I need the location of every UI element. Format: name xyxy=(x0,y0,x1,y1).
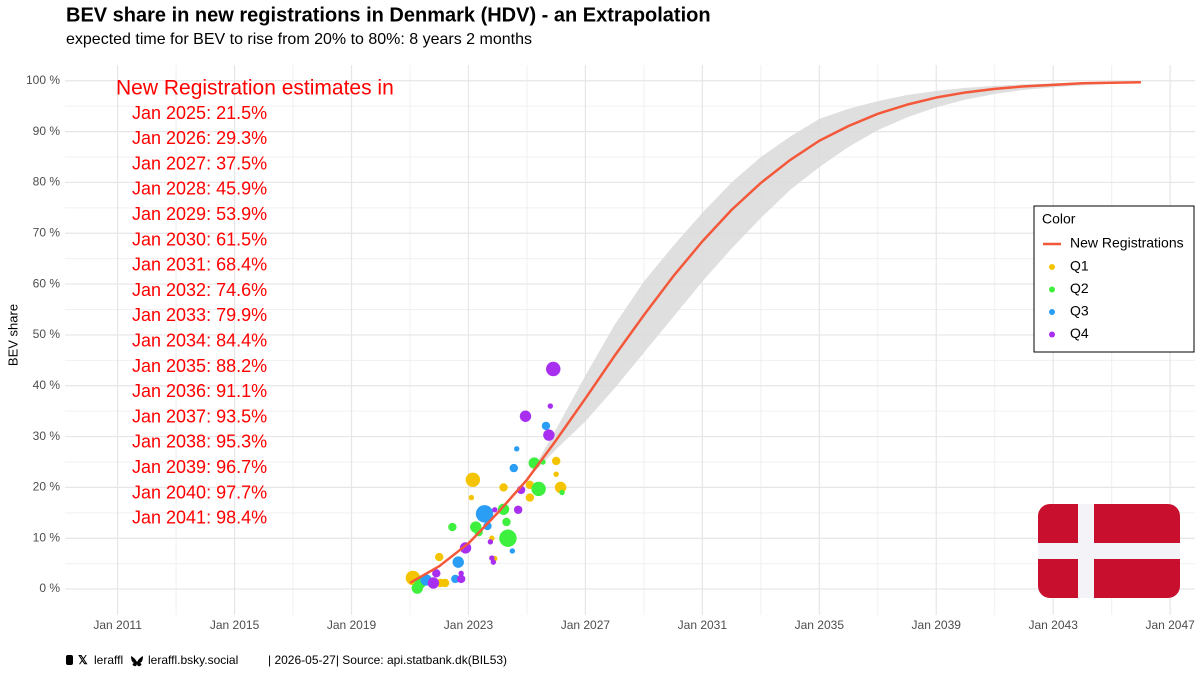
svg-text:𝕏: 𝕏 xyxy=(78,653,88,667)
y-tick-label: 30 % xyxy=(33,429,61,443)
confidence-band xyxy=(526,81,1141,480)
scatter-point xyxy=(465,472,481,487)
y-tick-label: 50 % xyxy=(33,327,61,341)
annotation-line: Jan 2041: 98.4% xyxy=(132,508,267,528)
scatter-point xyxy=(432,569,441,578)
legend-label: Q4 xyxy=(1070,325,1089,341)
scatter-point xyxy=(468,494,475,501)
scatter-point xyxy=(490,559,497,565)
scatter-point xyxy=(519,410,532,422)
annotation-line: Jan 2026: 29.3% xyxy=(132,128,267,148)
scatter-point xyxy=(541,421,551,431)
scatter-point xyxy=(448,522,457,532)
scatter-point xyxy=(475,505,494,523)
legend-swatch xyxy=(1049,264,1055,270)
scatter-point xyxy=(559,489,565,496)
scatter-point xyxy=(547,403,554,409)
legend-label: Q3 xyxy=(1070,303,1089,319)
scatter-point xyxy=(489,555,495,561)
legend-swatch xyxy=(1049,286,1055,293)
annotation-line: Jan 2033: 79.9% xyxy=(132,305,267,325)
annotation-line: Jan 2037: 93.5% xyxy=(132,406,267,426)
x-tick-label: Jan 2047 xyxy=(1145,618,1195,632)
scatter-point xyxy=(459,542,472,554)
scatter-point xyxy=(451,574,460,584)
chart-title: BEV share in new registrations in Denmar… xyxy=(66,4,711,26)
legend-label: New Registrations xyxy=(1070,235,1184,251)
x-tick-label: Jan 2011 xyxy=(93,618,142,632)
x-tick-label: Jan 2035 xyxy=(795,618,845,632)
annotation-line: Jan 2040: 97.7% xyxy=(132,482,267,502)
scatter-point xyxy=(509,463,518,473)
annotation-line: Jan 2028: 45.9% xyxy=(132,179,267,199)
line xyxy=(409,81,1141,585)
scatter-point xyxy=(531,481,546,497)
annotation-line: Jan 2032: 74.6% xyxy=(132,280,267,300)
scatter-point xyxy=(525,493,535,502)
scatter-point xyxy=(499,529,517,547)
chart-subtitle: expected time for BEV to rise from 20% t… xyxy=(66,31,532,48)
annotation-line: Jan 2031: 68.4% xyxy=(132,255,267,275)
legend-label: Q1 xyxy=(1070,258,1089,274)
y-tick-label: 10 % xyxy=(33,530,61,544)
scatter-point xyxy=(427,577,440,589)
y-tick-label: 40 % xyxy=(33,378,61,392)
annotation-line: Jan 2036: 91.1% xyxy=(132,381,267,401)
scatter-point xyxy=(440,578,450,588)
legend-swatch xyxy=(1049,309,1055,315)
x-tick-label: Jan 2023 xyxy=(444,618,494,632)
scatter-point xyxy=(543,429,555,441)
scatter-point xyxy=(452,556,464,568)
scatter-point xyxy=(487,539,494,545)
legend: Color New Registrations Q1 Q2 Q3 Q4 xyxy=(1033,205,1195,353)
scatter-point xyxy=(514,446,520,452)
annotation-line: Jan 2039: 96.7% xyxy=(132,457,267,477)
y-tick-label: 20 % xyxy=(33,480,61,494)
annotation-line: Jan 2025: 21.5% xyxy=(132,103,267,123)
y-axis-title: BEV share xyxy=(5,304,20,366)
legend-title: Color xyxy=(1042,211,1076,227)
footer-bsky: leraffl.bsky.social xyxy=(148,653,238,667)
annotation-line: Jan 2030: 61.5% xyxy=(132,229,267,249)
scatter-point xyxy=(553,471,559,477)
x-tick-label: Jan 2043 xyxy=(1029,618,1079,632)
scatter-point xyxy=(546,361,561,377)
scatter-point xyxy=(456,574,466,584)
footer-handle: leraffl xyxy=(94,653,123,667)
y-tick-label: 100 % xyxy=(26,73,60,87)
annotation-line: Jan 2038: 95.3% xyxy=(132,432,267,452)
scatter-point xyxy=(499,483,508,492)
scatter-point xyxy=(497,503,510,515)
annotation-line: Jan 2034: 84.4% xyxy=(132,330,267,350)
scatter-point xyxy=(551,456,561,466)
annotation-line: Jan 2027: 37.5% xyxy=(132,153,267,173)
x-tick-label: Jan 2027 xyxy=(561,618,611,632)
scatter-point xyxy=(492,507,498,513)
annotation-title: New Registration estimates in xyxy=(116,77,394,100)
annotation-line: Jan 2029: 53.9% xyxy=(132,204,267,224)
x-tick-label: Jan 2031 xyxy=(678,618,728,632)
y-tick-label: 0 % xyxy=(39,581,60,595)
x-tick-label: Jan 2039 xyxy=(912,618,962,632)
y-tick-label: 90 % xyxy=(33,124,61,138)
scatter-point xyxy=(513,505,523,514)
scatter-point xyxy=(458,570,464,577)
footer-meta: | 2026-05-27| Source: api.statbank.dk(BI… xyxy=(268,653,507,667)
x-tick-label: Jan 2019 xyxy=(327,618,377,632)
x-tick-label: Jan 2015 xyxy=(210,618,260,632)
scatter-point xyxy=(435,552,444,562)
flag xyxy=(1038,504,1180,598)
y-tick-label: 60 % xyxy=(33,276,61,290)
plot-area xyxy=(405,81,1141,594)
annotation-line: Jan 2035: 88.2% xyxy=(132,356,267,376)
footer: 𝕏 leraffl leraffl.bsky.social | 2026-05-… xyxy=(66,653,507,667)
y-tick-label: 80 % xyxy=(33,175,61,189)
scatter-point xyxy=(502,517,511,527)
scatter-point xyxy=(509,548,516,554)
legend-swatch xyxy=(1049,331,1055,338)
legend-label: Q2 xyxy=(1070,280,1089,296)
y-tick-label: 70 % xyxy=(33,225,61,239)
